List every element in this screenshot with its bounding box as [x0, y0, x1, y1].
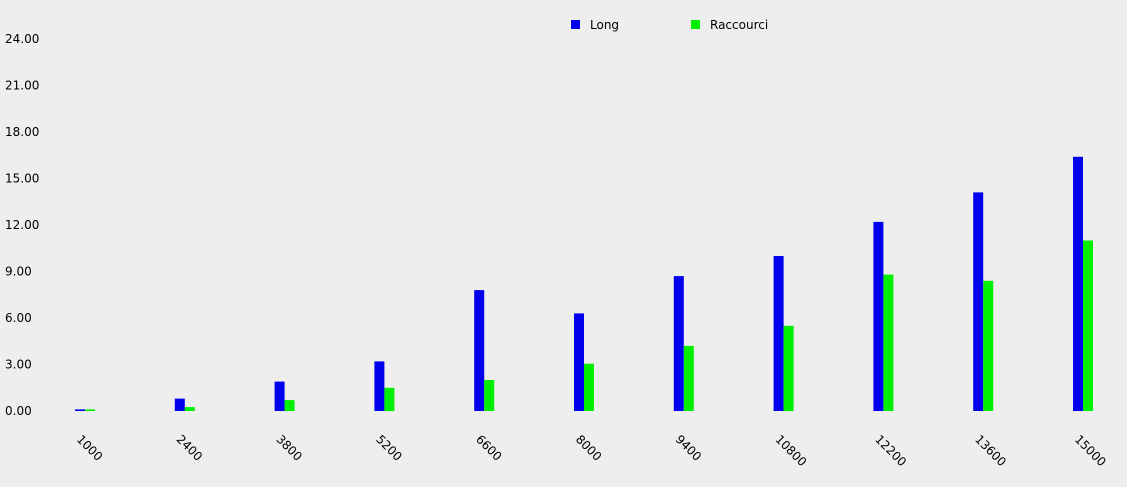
bar-raccourci-9400: [683, 345, 694, 411]
y-tick-label: 0.00: [5, 404, 32, 418]
bar-long-3800: [274, 381, 285, 411]
bar-long-13600: [973, 192, 984, 411]
y-tick-label: 15.00: [5, 172, 39, 186]
bar-long-6600: [474, 290, 485, 411]
x-tick-label: 2400: [174, 432, 205, 463]
y-axis: 0.00 3.00 6.00 9.00 12.00 15.00 18.00 21.00 24.0…: [5, 32, 39, 418]
x-tick-label: 6600: [473, 432, 504, 463]
bar-raccourci-10800: [783, 325, 794, 412]
x-tick-label: 10800: [772, 432, 809, 469]
y-tick-label: 6.00: [5, 311, 32, 325]
x-tick-label: 5200: [373, 432, 404, 463]
bar-raccourci-6600: [484, 380, 495, 411]
bar-long-9400: [673, 276, 684, 411]
bar-raccourci-15000: [1083, 240, 1093, 411]
legend-label-long: Long: [590, 18, 619, 32]
bar-raccourci-1000: [85, 409, 95, 411]
legend: Long Raccourci: [571, 18, 768, 32]
bar-raccourci-8000: [584, 363, 594, 411]
bar-long-2400: [174, 398, 185, 411]
x-tick-label: 8000: [573, 432, 604, 463]
bar-long-5200: [374, 361, 385, 411]
legend-swatch-raccourci: [691, 20, 700, 29]
bar-raccourci-3800: [284, 400, 295, 411]
bars: [75, 156, 1093, 412]
legend-swatch-long: [571, 20, 580, 29]
bar-long-15000: [1073, 156, 1083, 411]
y-tick-label: 9.00: [5, 265, 32, 279]
x-tick-label: 1000: [74, 432, 105, 463]
bar-raccourci-2400: [184, 407, 195, 411]
bar-long-12200: [873, 221, 884, 411]
y-tick-label: 12.00: [5, 218, 39, 232]
x-tick-label: 9400: [673, 432, 704, 463]
bar-raccourci-13600: [983, 280, 994, 411]
y-tick-label: 24.00: [5, 32, 39, 46]
y-tick-label: 3.00: [5, 358, 32, 372]
legend-label-raccourci: Raccourci: [710, 18, 768, 32]
x-tick-label: 15000: [1072, 432, 1109, 469]
x-tick-label: 13600: [972, 432, 1009, 469]
bar-long-8000: [574, 313, 584, 411]
bar-long-10800: [773, 256, 784, 411]
bar-long-1000: [75, 409, 85, 411]
x-tick-label: 12200: [872, 432, 909, 469]
x-tick-label: 3800: [273, 432, 304, 463]
bar-raccourci-12200: [883, 274, 894, 411]
y-tick-label: 21.00: [5, 79, 39, 93]
bar-raccourci-5200: [384, 387, 395, 412]
y-tick-label: 18.00: [5, 125, 39, 139]
x-axis: 1000 2400 3800 5200 6600 8000 9400 10800 12200 13…: [74, 432, 1109, 469]
